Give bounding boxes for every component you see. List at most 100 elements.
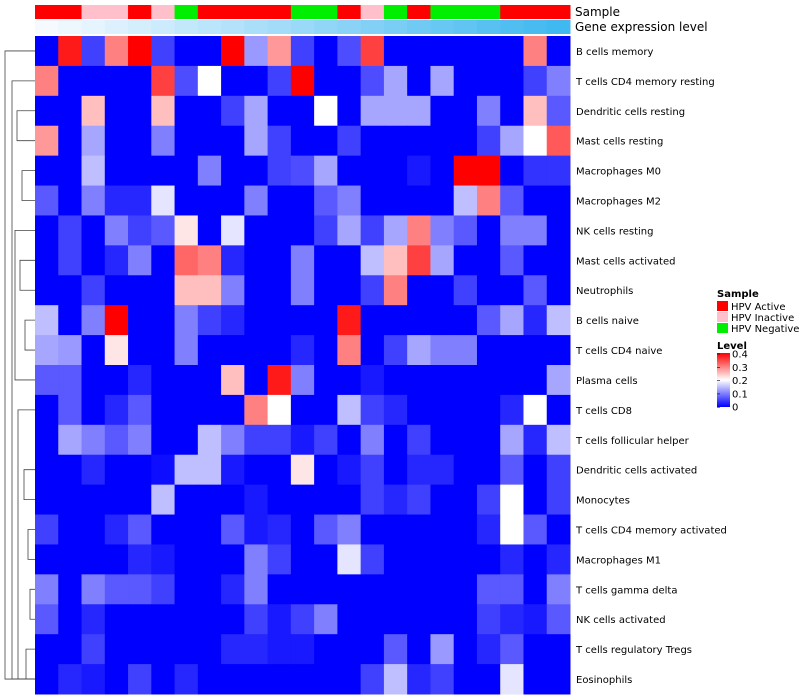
heatmap-cell bbox=[523, 245, 548, 276]
heatmap-cell bbox=[197, 484, 222, 516]
heatmap-cell bbox=[267, 365, 292, 396]
heatmap-cell bbox=[337, 125, 362, 157]
heatmap-cell bbox=[337, 394, 362, 426]
heatmap-cell bbox=[267, 215, 292, 246]
heatmap-cell bbox=[267, 335, 292, 366]
heatmap-cell bbox=[360, 305, 385, 336]
heatmap-cell bbox=[244, 365, 269, 396]
gene-expression-cell bbox=[453, 20, 478, 34]
heatmap-cell bbox=[407, 394, 431, 426]
heatmap-cell bbox=[430, 185, 455, 216]
heatmap-cell bbox=[523, 95, 548, 127]
row-label: NK cells activated bbox=[576, 615, 666, 626]
row-label: T cells gamma delta bbox=[575, 585, 677, 596]
heatmap-cell bbox=[337, 335, 362, 366]
heatmap-cell bbox=[128, 574, 152, 605]
heatmap-cell bbox=[523, 275, 548, 306]
dendrogram-branch bbox=[19, 259, 35, 291]
heatmap-cell bbox=[476, 634, 501, 665]
heatmap-cell bbox=[104, 365, 129, 396]
heatmap-cell bbox=[151, 454, 176, 486]
heatmap-cell bbox=[383, 125, 408, 157]
heatmap-cell bbox=[476, 155, 501, 187]
heatmap-cell bbox=[81, 574, 106, 605]
heatmap-cell bbox=[290, 574, 315, 605]
legend-label-I: HPV Inactive bbox=[731, 313, 794, 324]
annotation-label-gene-expression: Gene expression level bbox=[575, 20, 708, 34]
heatmap-cell bbox=[523, 215, 548, 246]
heatmap-cell bbox=[81, 634, 106, 665]
heatmap-cell bbox=[383, 36, 408, 67]
heatmap-cell bbox=[58, 664, 83, 695]
heatmap-cell bbox=[81, 125, 106, 157]
heatmap-cell bbox=[35, 335, 59, 366]
heatmap-cell bbox=[35, 544, 59, 575]
heatmap-cell bbox=[58, 484, 83, 516]
heatmap-cell bbox=[151, 365, 176, 396]
heatmap-cell bbox=[500, 215, 524, 246]
heatmap-cell bbox=[58, 634, 83, 665]
heatmap-cell bbox=[174, 125, 199, 157]
heatmap-cell bbox=[290, 335, 315, 366]
heatmap-cell bbox=[81, 65, 106, 97]
heatmap-cell bbox=[267, 275, 292, 306]
heatmap-cell bbox=[81, 664, 106, 695]
heatmap-cell bbox=[267, 95, 292, 127]
heatmap-cell bbox=[523, 574, 548, 605]
heatmap-cell bbox=[151, 305, 176, 336]
row-label: NK cells resting bbox=[576, 226, 653, 237]
row-label: B cells memory bbox=[576, 47, 653, 58]
sample-annotation-cell bbox=[174, 5, 199, 19]
heatmap-cell bbox=[314, 245, 338, 276]
sample-annotation-cell bbox=[500, 5, 524, 19]
heatmap-cell bbox=[500, 664, 524, 695]
sample-annotation-cell bbox=[267, 5, 292, 19]
sample-annotation-cell bbox=[128, 5, 152, 19]
heatmap-cell bbox=[244, 634, 269, 665]
row-label: Macrophages M0 bbox=[576, 167, 661, 178]
heatmap-cell bbox=[360, 155, 385, 187]
heatmap-cell bbox=[407, 36, 431, 67]
heatmap-cell bbox=[546, 245, 571, 276]
heatmap-cell bbox=[407, 305, 431, 336]
heatmap-cell bbox=[360, 424, 385, 456]
gene-expression-cell bbox=[430, 20, 455, 34]
heatmap-cell bbox=[290, 215, 315, 246]
row-label: B cells naive bbox=[576, 316, 639, 327]
level-color-ramp bbox=[717, 353, 730, 407]
heatmap-cell bbox=[104, 544, 129, 575]
heatmap-cell bbox=[151, 65, 176, 97]
heatmap-cell bbox=[500, 394, 524, 426]
heatmap-cell bbox=[197, 305, 222, 336]
heatmap-cell bbox=[383, 215, 408, 246]
heatmap-cell bbox=[35, 514, 59, 545]
heatmap-cell bbox=[360, 514, 385, 545]
dendrogram-branch bbox=[27, 529, 35, 560]
gene-expression-cell bbox=[58, 20, 83, 34]
heatmap-cell bbox=[151, 394, 176, 426]
heatmap-cell bbox=[383, 365, 408, 396]
heatmap-cell bbox=[360, 394, 385, 426]
heatmap-cell bbox=[337, 36, 362, 67]
heatmap-cell bbox=[81, 215, 106, 246]
heatmap-cell bbox=[476, 664, 501, 695]
heatmap-cell bbox=[476, 394, 501, 426]
heatmap-cell bbox=[314, 275, 338, 306]
row-label: Eosinophils bbox=[576, 675, 632, 686]
heatmap-cell bbox=[35, 484, 59, 516]
heatmap-cell bbox=[407, 604, 431, 635]
heatmap-cell bbox=[197, 514, 222, 545]
heatmap-cell bbox=[58, 424, 83, 456]
heatmap-cell bbox=[290, 634, 315, 665]
heatmap-cell bbox=[546, 95, 571, 127]
heatmap-cell bbox=[476, 604, 501, 635]
heatmap-cell bbox=[290, 544, 315, 575]
gene-expression-cell bbox=[337, 20, 362, 34]
heatmap-cell bbox=[523, 454, 548, 486]
heatmap-cell bbox=[151, 634, 176, 665]
heatmap-cell bbox=[523, 305, 548, 336]
heatmap-cell bbox=[383, 454, 408, 486]
heatmap-cell bbox=[174, 604, 199, 635]
heatmap-cell bbox=[453, 305, 478, 336]
